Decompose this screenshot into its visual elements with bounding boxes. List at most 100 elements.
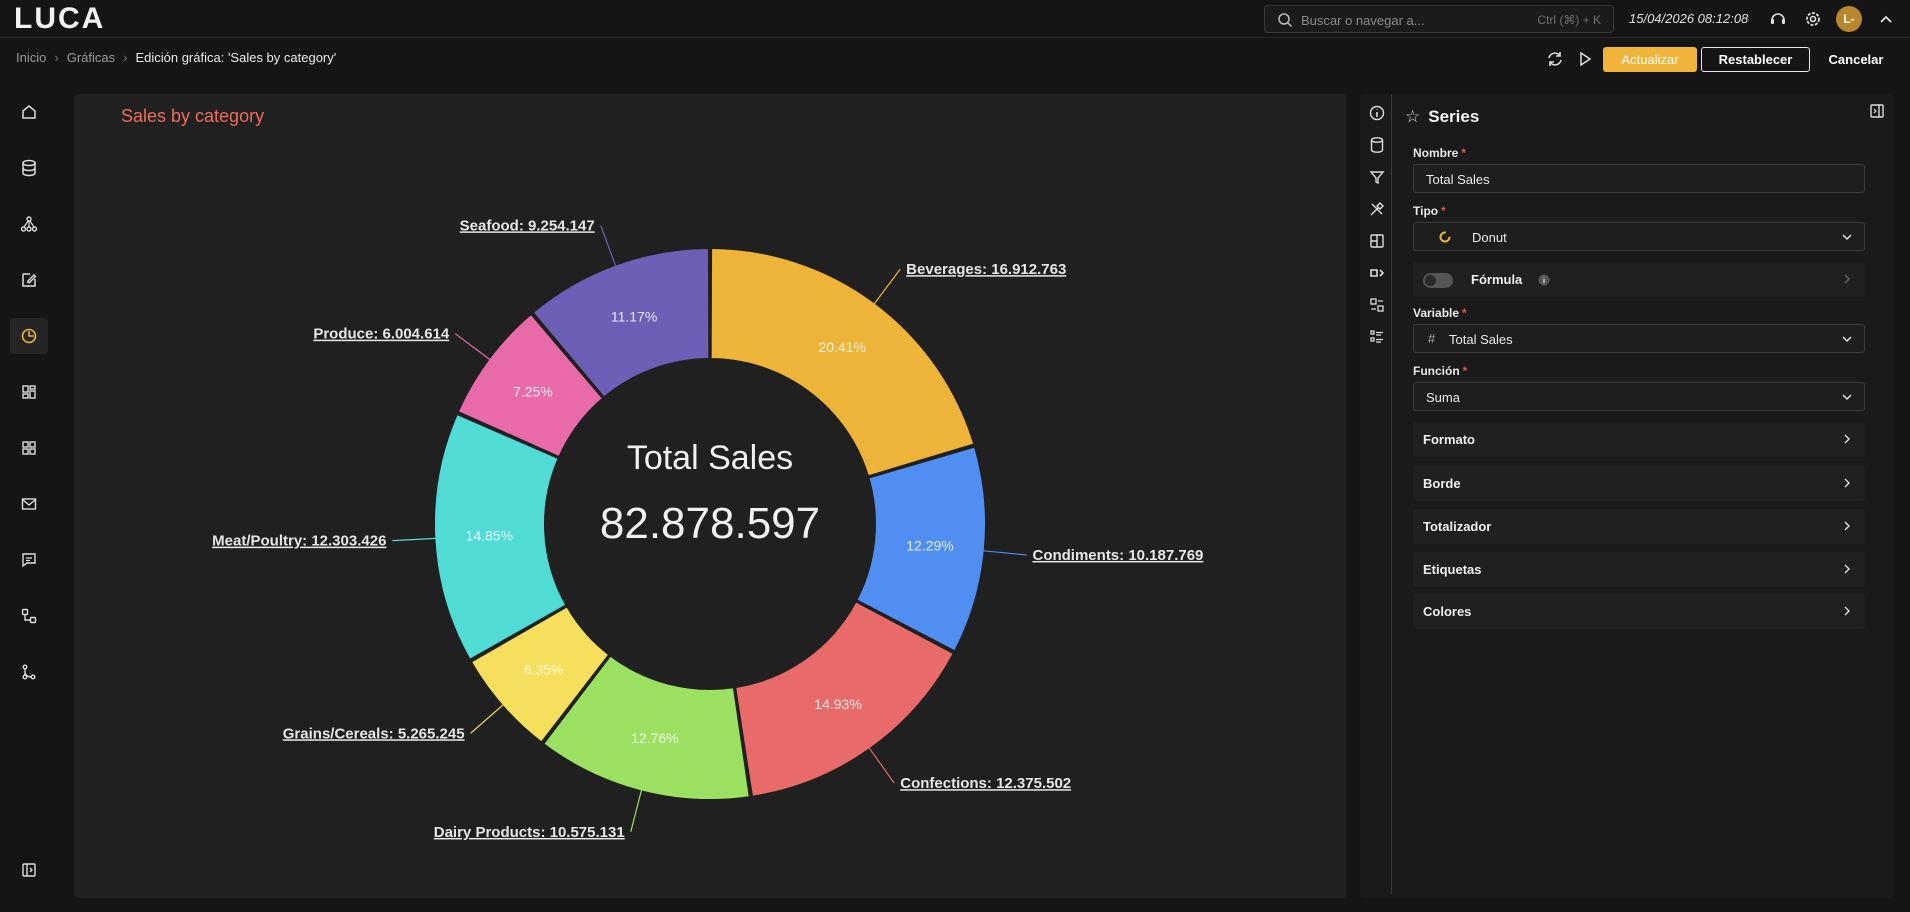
section-colores[interactable]: Colores xyxy=(1413,594,1865,629)
sidebar-item-dashboards[interactable] xyxy=(10,374,48,410)
info-icon xyxy=(1538,274,1550,286)
panel-title: ☆ Series xyxy=(1405,107,1479,127)
section-borde[interactable]: Borde xyxy=(1413,466,1865,501)
donut-chart: 20.41% Beverages: 16.912.763 12.29% Condime… xyxy=(212,217,1203,841)
tab-mapping[interactable] xyxy=(1366,294,1388,316)
slice-percent-label: 20.41% xyxy=(818,339,865,355)
sidebar-toggle-icon xyxy=(22,863,36,877)
tab-list[interactable] xyxy=(1366,326,1388,348)
chevron-right-icon xyxy=(1844,606,1850,616)
sidebar-item-editor[interactable] xyxy=(10,262,48,298)
filter-icon xyxy=(1369,171,1385,185)
star-icon[interactable]: ☆ xyxy=(1405,107,1421,126)
nombre-value: Total Sales xyxy=(1426,172,1490,187)
tab-layout[interactable] xyxy=(1366,230,1388,252)
app-logo[interactable]: LUCA xyxy=(14,2,106,35)
slice-percent-label: 12.29% xyxy=(906,538,953,554)
search-icon xyxy=(1278,13,1293,28)
breadcrumb-current: Edición gráfica: 'Sales by category' xyxy=(135,50,337,65)
sidebar-item-data[interactable] xyxy=(10,150,48,186)
breadcrumb-bar: Inicio › Gráficas › Edición gráfica: 'Sales … xyxy=(0,38,1910,78)
donut-slice[interactable] xyxy=(456,312,605,459)
donut-icon xyxy=(1439,231,1451,243)
tipo-label: Tipo * xyxy=(1413,204,1446,218)
section-label: Borde xyxy=(1423,476,1461,491)
refresh-icon[interactable] xyxy=(1546,50,1564,68)
tab-filter[interactable] xyxy=(1366,166,1388,188)
tools-icon xyxy=(1370,202,1384,216)
collapse-panel-icon[interactable] xyxy=(1869,103,1885,119)
donut-slice[interactable] xyxy=(433,412,568,661)
leader-line xyxy=(600,225,617,267)
sidebar-item-workflows[interactable] xyxy=(10,598,48,634)
formula-toggle[interactable] xyxy=(1423,273,1453,288)
hash-icon: # xyxy=(1428,331,1436,346)
formula-toggle-row[interactable]: Fórmula xyxy=(1413,262,1865,297)
mail-icon xyxy=(21,498,37,510)
sidebar-item-mail[interactable] xyxy=(10,486,48,522)
section-totalizador[interactable]: Totalizador xyxy=(1413,509,1865,544)
donut-slice[interactable] xyxy=(542,654,751,801)
donut-slice[interactable] xyxy=(531,247,711,399)
slice-value-label: Beverages: 16.912.763 xyxy=(906,261,1066,278)
workflow-icon xyxy=(21,608,37,624)
funcion-value: Suma xyxy=(1426,390,1460,405)
section-etiquetas[interactable]: Etiquetas xyxy=(1413,552,1865,587)
leader-line xyxy=(982,550,1027,556)
cancel-button[interactable]: Cancelar xyxy=(1828,52,1884,67)
chart-canvas: Sales by category 20.41% Beverages: 16.91… xyxy=(74,94,1346,898)
breadcrumb-separator: › xyxy=(123,50,128,65)
breadcrumb-charts[interactable]: Gráficas xyxy=(66,50,116,65)
tab-series[interactable] xyxy=(1366,262,1388,284)
donut-center-label: Total Sales xyxy=(627,439,793,477)
slice-percent-label: 11.17% xyxy=(611,308,657,324)
sidebar-item-collapse[interactable] xyxy=(10,852,48,888)
support-icon[interactable] xyxy=(1768,9,1788,29)
sidebar xyxy=(0,78,58,912)
git-branch-icon xyxy=(22,664,36,680)
database-icon xyxy=(22,159,36,177)
chevron-right-icon xyxy=(1844,478,1850,488)
sidebar-item-branches[interactable] xyxy=(10,654,48,690)
sidebar-item-home[interactable] xyxy=(10,94,48,130)
donut-slice[interactable] xyxy=(469,605,611,744)
sidebar-item-messages[interactable] xyxy=(10,542,48,578)
tab-info[interactable] xyxy=(1366,102,1388,124)
play-icon[interactable] xyxy=(1577,51,1593,67)
tipo-select[interactable]: Donut xyxy=(1413,222,1865,251)
message-icon xyxy=(22,553,36,568)
edit-icon xyxy=(22,273,37,287)
avatar[interactable]: L- xyxy=(1836,6,1862,32)
search-input[interactable]: Buscar o navegar a... Ctrl (⌘) + K xyxy=(1264,5,1614,33)
tab-tools[interactable] xyxy=(1366,198,1388,220)
donut-center-value: 82.878.597 xyxy=(600,499,820,548)
tab-data[interactable] xyxy=(1366,134,1388,156)
leader-line xyxy=(868,746,895,784)
variable-select[interactable]: # Total Sales xyxy=(1413,324,1865,353)
chevron-right-icon xyxy=(1844,274,1850,284)
breadcrumb-home[interactable]: Inicio xyxy=(16,50,47,65)
sidebar-item-apps[interactable] xyxy=(10,430,48,466)
gear-icon[interactable] xyxy=(1803,9,1823,29)
sidebar-item-charts[interactable] xyxy=(10,318,48,354)
donut-slice[interactable] xyxy=(734,600,955,798)
update-button[interactable]: Actualizar xyxy=(1603,47,1697,72)
tipo-value: Donut xyxy=(1472,230,1507,245)
slice-percent-label: 7.25% xyxy=(513,384,553,400)
sidebar-item-models[interactable] xyxy=(10,206,48,242)
section-formato[interactable]: Formato xyxy=(1413,422,1865,457)
dashboard-icon xyxy=(22,385,36,399)
chevron-up-icon[interactable] xyxy=(1876,9,1896,29)
slice-value-label: Condiments: 10.187.769 xyxy=(1032,547,1203,564)
panel-title-text: Series xyxy=(1428,107,1480,126)
section-label: Etiquetas xyxy=(1423,562,1482,577)
funcion-select[interactable]: Suma xyxy=(1413,382,1865,411)
donut-slice[interactable] xyxy=(709,247,976,478)
donut-slice[interactable] xyxy=(855,445,987,653)
mapping-icon xyxy=(1370,298,1384,312)
reset-button[interactable]: Restablecer xyxy=(1701,47,1810,72)
variable-label: Variable * xyxy=(1413,306,1467,320)
nombre-field[interactable]: Total Sales xyxy=(1413,164,1865,193)
nombre-label: Nombre * xyxy=(1413,146,1467,160)
section-label: Formato xyxy=(1423,432,1475,447)
